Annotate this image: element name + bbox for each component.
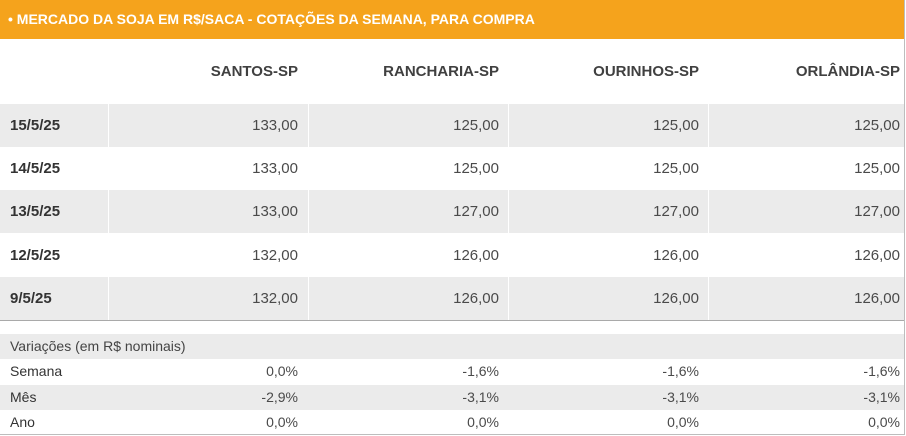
table-header: SANTOS-SP RANCHARIA-SP OURINHOS-SP ORLÂN…: [0, 39, 904, 104]
variation-label: Ano: [10, 414, 35, 430]
cell-ourinhos: 126,00: [653, 290, 699, 307]
variation-rancharia: -3,1%: [462, 389, 499, 405]
variation-ourinhos: -3,1%: [662, 389, 699, 405]
variations-header: Variações (em R$ nominais): [0, 334, 904, 359]
cell-rancharia: 125,00: [453, 117, 499, 134]
section-divider: [0, 320, 904, 321]
cell-ourinhos: 126,00: [653, 247, 699, 264]
cell-rancharia: 125,00: [453, 160, 499, 177]
variation-orlandia: -1,6%: [863, 363, 900, 379]
row-date: 13/5/25: [10, 203, 61, 220]
variation-row-semana: Semana 0,0% -1,6% -1,6% -1,6%: [0, 359, 904, 384]
cell-orlandia: 125,00: [854, 117, 900, 134]
table-row: 13/5/25 133,00 127,00 127,00 127,00: [0, 190, 904, 233]
row-date: 15/5/25: [10, 117, 61, 134]
cell-ourinhos: 125,00: [653, 117, 699, 134]
column-header-rancharia: RANCHARIA-SP: [383, 63, 499, 80]
row-date: 14/5/25: [10, 160, 61, 177]
variation-santos: 0,0%: [266, 363, 298, 379]
cell-orlandia: 126,00: [854, 290, 900, 307]
column-header-orlandia: ORLÂNDIA-SP: [795, 63, 900, 80]
cell-santos: 133,00: [252, 117, 298, 134]
table-row: 12/5/25 132,00 126,00 126,00 126,00: [0, 234, 904, 277]
cell-orlandia: 127,00: [854, 203, 900, 220]
variation-orlandia: 0,0%: [868, 414, 900, 430]
table-row: 15/5/25 133,00 125,00 125,00 125,00: [0, 104, 904, 147]
table-row: 9/5/25 132,00 126,00 126,00 126,00: [0, 277, 904, 320]
column-header-ourinhos: OURINHOS-SP: [593, 63, 699, 80]
row-date: 12/5/25: [10, 247, 61, 264]
cell-ourinhos: 125,00: [653, 160, 699, 177]
variation-rancharia: -1,6%: [462, 363, 499, 379]
variation-santos: 0,0%: [266, 414, 298, 430]
variation-row-ano: Ano 0,0% 0,0% 0,0% 0,0%: [0, 410, 904, 435]
row-date: 9/5/25: [10, 290, 52, 307]
variation-santos: -2,9%: [261, 389, 298, 405]
variation-row-mes: Mês -2,9% -3,1% -3,1% -3,1%: [0, 385, 904, 410]
table-title: • MERCADO DA SOJA EM R$/SACA - COTAÇÕES …: [0, 0, 904, 39]
variation-ourinhos: -1,6%: [662, 363, 699, 379]
variation-rancharia: 0,0%: [467, 414, 499, 430]
variation-label: Mês: [10, 389, 37, 405]
cell-orlandia: 126,00: [854, 247, 900, 264]
cell-rancharia: 127,00: [453, 203, 499, 220]
variation-ourinhos: 0,0%: [667, 414, 699, 430]
cell-santos: 133,00: [252, 160, 298, 177]
cell-santos: 132,00: [252, 247, 298, 264]
variations-title: Variações (em R$ nominais): [10, 338, 186, 354]
variation-orlandia: -3,1%: [863, 389, 900, 405]
cell-santos: 132,00: [252, 290, 298, 307]
table-row: 14/5/25 133,00 125,00 125,00 125,00: [0, 147, 904, 190]
cell-orlandia: 125,00: [854, 160, 900, 177]
cell-rancharia: 126,00: [453, 290, 499, 307]
column-header-santos: SANTOS-SP: [210, 63, 298, 80]
cell-santos: 133,00: [252, 203, 298, 220]
cell-rancharia: 126,00: [453, 247, 499, 264]
variation-label: Semana: [10, 363, 63, 379]
cell-ourinhos: 127,00: [653, 203, 699, 220]
